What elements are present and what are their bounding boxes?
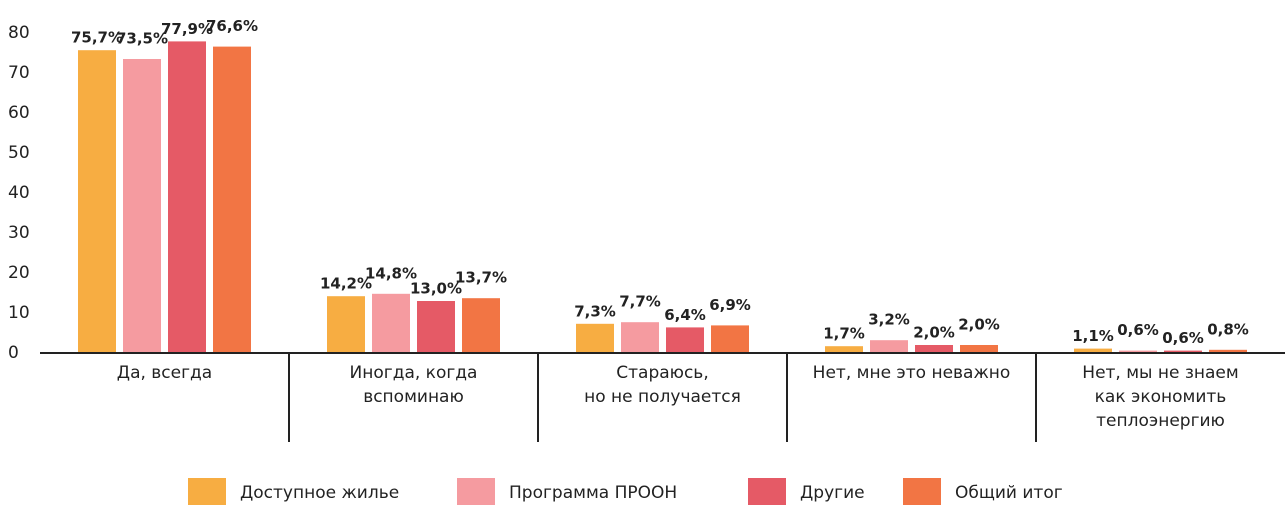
value-label: 73,5% <box>116 30 168 48</box>
y-tick-label: 20 <box>8 263 30 283</box>
value-label: 76,6% <box>206 17 258 35</box>
bar <box>1119 350 1157 353</box>
bar <box>621 322 659 353</box>
bar <box>168 41 206 354</box>
y-tick-label: 80 <box>8 23 30 43</box>
legend-label: Программа ПРООН <box>509 483 677 503</box>
bar <box>870 340 908 353</box>
bar <box>462 298 500 353</box>
bar <box>417 301 455 353</box>
bar <box>576 323 614 353</box>
y-tick-label: 0 <box>8 343 19 363</box>
bar <box>960 345 998 353</box>
value-label: 6,9% <box>709 296 751 314</box>
value-label: 7,7% <box>619 293 661 311</box>
value-label: 77,9% <box>161 20 213 38</box>
legend-label: Доступное жилье <box>240 483 399 503</box>
bar <box>1074 348 1112 353</box>
value-label: 2,0% <box>958 316 1000 334</box>
legend-swatch <box>457 478 495 505</box>
bar <box>711 325 749 353</box>
value-label: 2,0% <box>913 324 955 342</box>
y-tick-label: 30 <box>8 223 30 243</box>
value-label: 14,2% <box>320 275 372 293</box>
x-tick-label: Да, всегда <box>116 363 213 383</box>
value-label: 0,8% <box>1207 320 1249 338</box>
bar <box>1164 350 1202 353</box>
x-tick-label: Нет, мне это неважно <box>812 363 1011 383</box>
y-tick-label: 70 <box>8 63 30 83</box>
bar <box>78 50 116 353</box>
y-tick-label: 50 <box>8 143 30 163</box>
value-label: 1,7% <box>823 325 865 343</box>
value-label: 75,7% <box>71 29 123 47</box>
bar <box>372 293 410 353</box>
bar <box>213 46 251 353</box>
value-label: 13,0% <box>410 280 462 298</box>
value-label: 3,2% <box>868 311 910 329</box>
value-label: 6,4% <box>664 306 706 324</box>
bar <box>1209 349 1247 353</box>
value-label: 7,3% <box>574 302 616 320</box>
value-label: 1,1% <box>1072 327 1114 345</box>
legend-swatch <box>748 478 786 505</box>
y-tick-label: 10 <box>8 303 30 323</box>
value-label: 14,8% <box>365 264 417 282</box>
value-label: 0,6% <box>1162 329 1204 347</box>
y-tick-label: 60 <box>8 103 30 123</box>
x-tick-label: Нет, мы не знаем как экономить теплоэнер… <box>1082 363 1239 431</box>
value-label: 0,6% <box>1117 321 1159 339</box>
legend-swatch <box>903 478 941 505</box>
bar <box>327 296 365 353</box>
bar <box>666 327 704 353</box>
value-label: 13,7% <box>455 269 507 287</box>
x-tick-label: Стараюсь, но не получается <box>584 363 741 407</box>
legend-label: Другие <box>800 483 865 503</box>
legend-swatch <box>188 478 226 505</box>
bar <box>123 59 161 353</box>
bar <box>915 345 953 353</box>
x-tick-label: Иногда, когда вспоминаю <box>349 363 478 407</box>
legend-label: Общий итог <box>955 483 1063 503</box>
y-tick-label: 40 <box>8 183 30 203</box>
bar <box>825 346 863 353</box>
